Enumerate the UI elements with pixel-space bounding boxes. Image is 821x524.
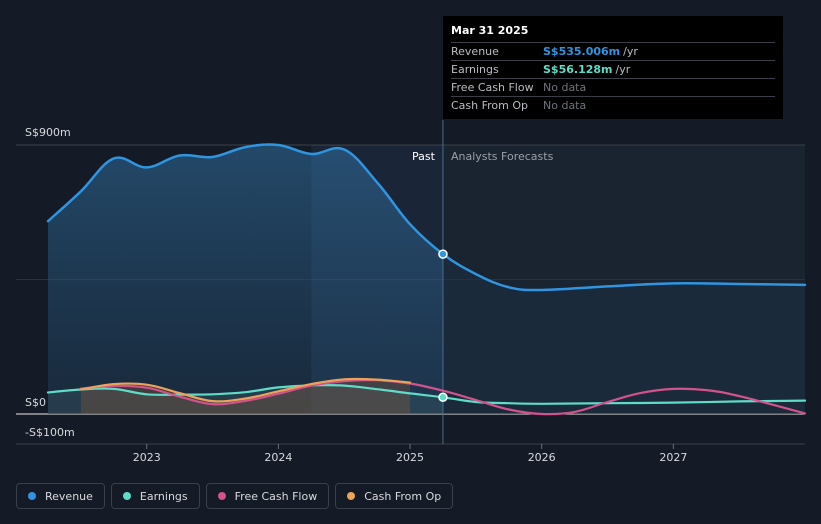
- tooltip-value: S$535.006m: [543, 45, 621, 58]
- tooltip-unit: /yr: [623, 45, 638, 58]
- earnings-line: [46, 383, 807, 405]
- x-tick-label: 2027: [659, 451, 687, 464]
- legend-item-revenue[interactable]: Revenue: [16, 483, 105, 509]
- cash-from-op-line: [79, 377, 412, 403]
- x-tick-label: 2023: [133, 451, 161, 464]
- tooltip-label: Revenue: [451, 45, 499, 58]
- legend-item-cash-from-op[interactable]: Cash From Op: [335, 483, 454, 509]
- y-tick-label: S$0: [25, 396, 46, 409]
- x-tick-label: 2025: [396, 451, 424, 464]
- revenue-forecast-area: [442, 254, 805, 414]
- tooltip-value: No data: [543, 81, 587, 94]
- tooltip-date: Mar 31 2025: [451, 24, 529, 37]
- earnings-highlight-point: [438, 392, 448, 403]
- legend-dot-icon: [217, 492, 226, 500]
- tooltip-value: No data: [543, 99, 587, 112]
- x-tick-label: 2026: [528, 451, 556, 464]
- legend-dot-icon: [347, 492, 356, 500]
- revenue-line: [46, 143, 807, 292]
- tooltip-label: Free Cash Flow: [451, 81, 534, 94]
- recent-band: [311, 145, 443, 414]
- legend-dot-icon: [28, 492, 36, 500]
- legend-item-earnings[interactable]: Earnings: [110, 483, 200, 509]
- tooltip-row-free-cash-flow: Free Cash Flow No data: [451, 78, 775, 96]
- tooltip-row-cash-from-op: Cash From Op No data: [451, 96, 775, 114]
- revenue-highlight-point: [438, 249, 448, 259]
- tooltip-value: S$56.128m: [543, 63, 613, 76]
- legend-label: Cash From Op: [364, 489, 442, 503]
- legend: Revenue Earnings Free Cash Flow Cash Fro…: [16, 483, 454, 509]
- revenue-past-area: [48, 144, 443, 414]
- x-tick-label: 2024: [264, 451, 292, 464]
- legend-item-free-cash-flow[interactable]: Free Cash Flow: [205, 483, 330, 509]
- cash-from-op-area: [80, 378, 411, 414]
- tooltip: Mar 31 2025 Revenue S$535.006m /yr Earni…: [443, 16, 783, 119]
- legend-label: Free Cash Flow: [234, 489, 318, 503]
- tooltip-label: Earnings: [451, 63, 499, 76]
- legend-dot-icon: [122, 492, 131, 500]
- tooltip-label: Cash From Op: [451, 99, 529, 112]
- legend-label: Earnings: [139, 489, 188, 503]
- past-label: Past: [412, 150, 436, 163]
- tooltip-row-earnings: Earnings S$56.128m /yr: [451, 60, 775, 78]
- y-tick-label: S$900m: [25, 126, 71, 139]
- free-cash-flow-line: [79, 378, 807, 416]
- y-tick-label: -S$100m: [25, 426, 75, 439]
- tooltip-unit: /yr: [615, 63, 631, 76]
- forecast-label: Analysts Forecasts: [451, 150, 554, 163]
- tooltip-row-revenue: Revenue S$535.006m /yr: [451, 42, 775, 60]
- legend-label: Revenue: [45, 489, 93, 503]
